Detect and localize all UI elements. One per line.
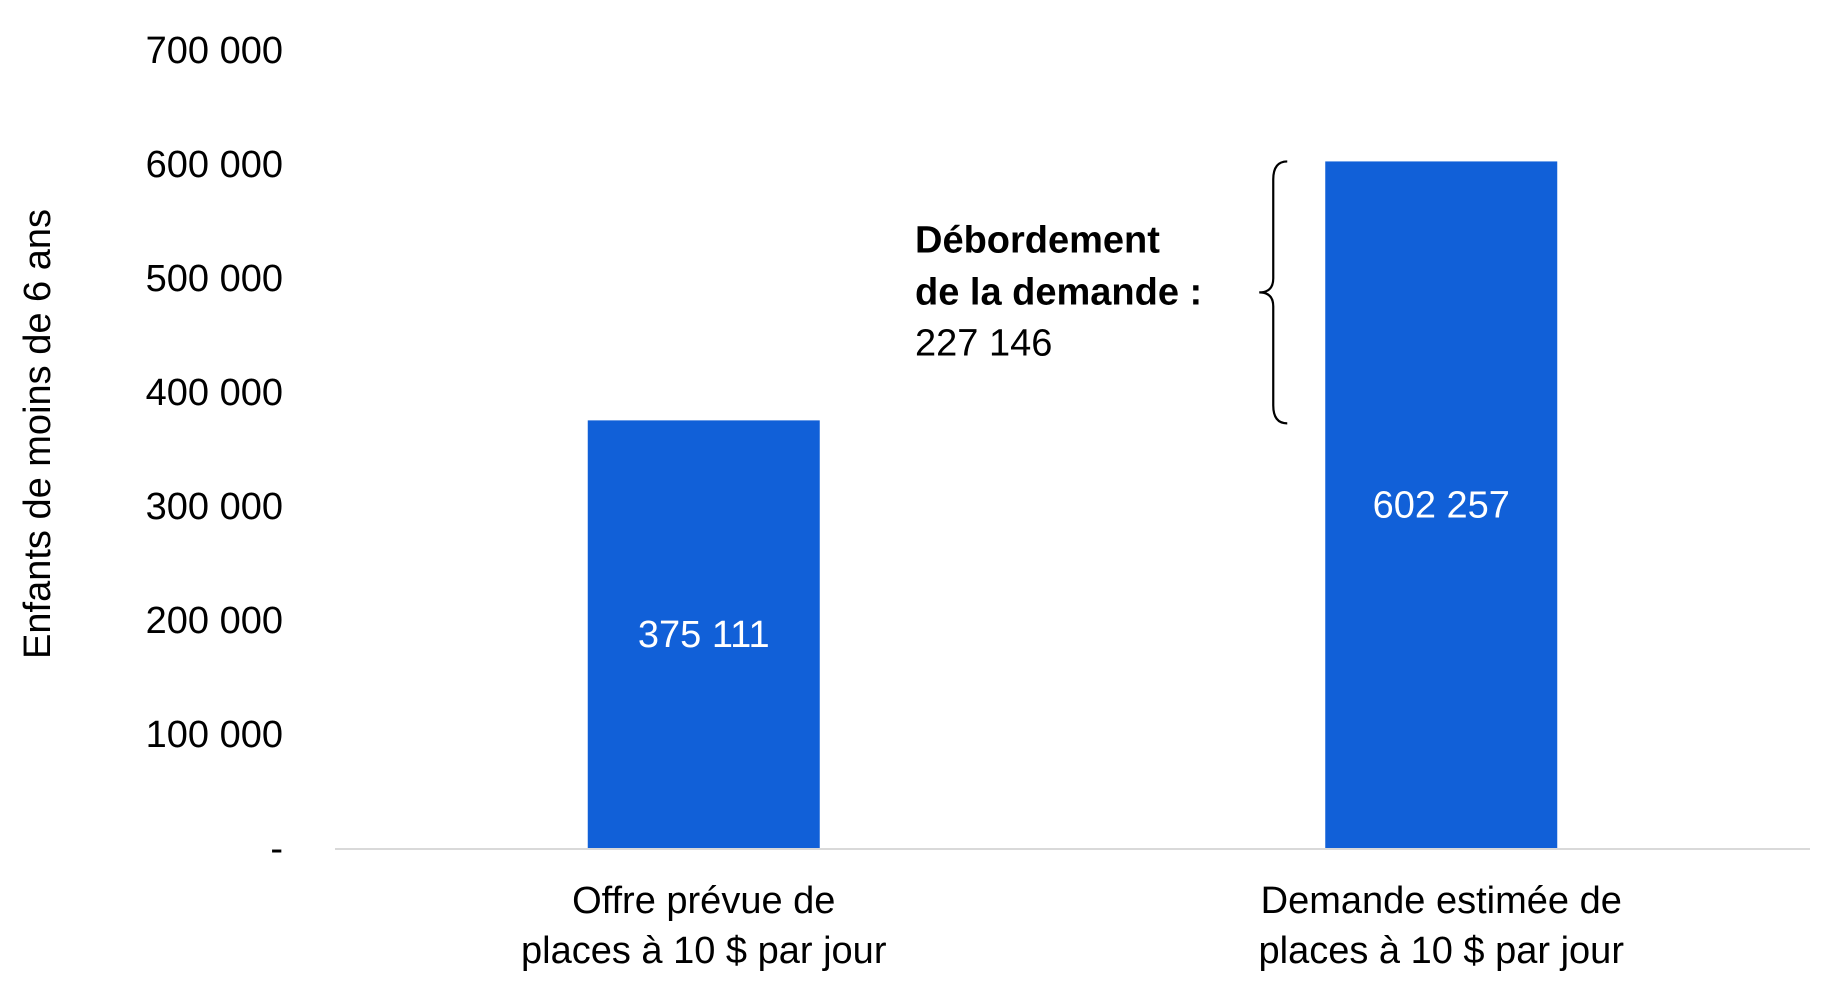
x-category-label: places à 10 $ par jour	[1259, 930, 1625, 972]
bar	[587, 420, 820, 848]
bar-data-label: 375 111	[638, 614, 770, 656]
y-tick-label: 400 000	[146, 372, 283, 414]
annotation-title-line1: Débordement	[915, 219, 1160, 261]
y-tick-label: 100 000	[146, 714, 283, 756]
x-category-label: Demande estimée de	[1261, 880, 1622, 922]
y-axis-title: Enfants de moins de 6 ans	[17, 209, 59, 659]
x-category-label: places à 10 $ par jour	[521, 930, 887, 972]
y-tick-label: 700 000	[146, 30, 283, 72]
y-tick-label: -	[270, 828, 283, 870]
overflow-brace	[1259, 160, 1288, 425]
x-category-label: Offre prévue de	[572, 880, 835, 922]
y-tick-label: 300 000	[146, 486, 283, 528]
bar	[1325, 161, 1558, 849]
bar-data-label: 602 257	[1373, 485, 1510, 527]
annotation-title-line2: de la demande :	[915, 271, 1202, 313]
y-tick-label: 200 000	[146, 600, 283, 642]
y-tick-label: 500 000	[146, 258, 283, 300]
y-tick-label: 600 000	[146, 144, 283, 186]
annotation-value: 227 146	[915, 322, 1052, 364]
